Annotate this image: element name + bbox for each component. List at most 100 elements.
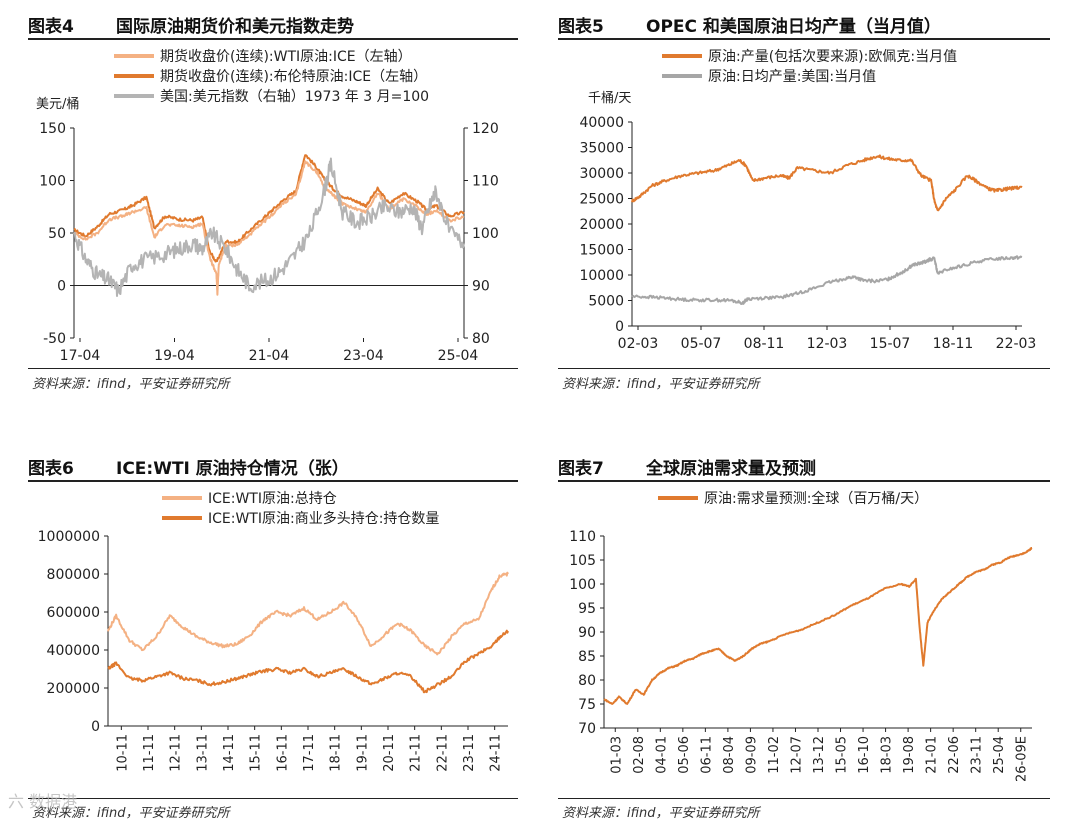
y-tick-label: 200000: [47, 681, 100, 697]
legend-label: 原油:需求量预测:全球（百万桶/天）: [704, 490, 928, 507]
y-tick-label: 400000: [47, 643, 100, 659]
x-tick-label: 15-11: [249, 734, 264, 772]
x-tick-label: 15-05: [835, 736, 850, 774]
y-right-tick-label: 110: [472, 174, 499, 190]
panel-fig5: 图表5 OPEC 和美国原油日均产量（当月值） 原油:产量(包括次要来源):欧佩…: [558, 12, 1050, 402]
y-right-tick-label: 80: [472, 331, 490, 347]
x-tick-label: 17-11: [302, 734, 317, 772]
x-tick-label: 10-11: [115, 734, 130, 772]
legend-label: ICE:WTI原油:商业多头持仓:持仓数量: [208, 510, 439, 527]
y-tick-label: 5000: [588, 294, 624, 310]
x-tick-label: 16-11: [275, 734, 290, 772]
series-line: [603, 547, 1033, 705]
watermark-logo: 六 数据港: [8, 792, 78, 811]
x-tick-label: 13-12: [812, 736, 827, 774]
title-rule: [28, 38, 518, 40]
y-right-tick-label: 90: [472, 279, 490, 295]
x-tick-label: 11-02: [767, 736, 782, 774]
y-tick-label: 15000: [579, 243, 624, 259]
figure-title: ICE:WTI 原油持仓情况（张）: [116, 459, 349, 479]
source-rule: [558, 368, 1050, 369]
x-tick-label: 11-11: [142, 734, 157, 772]
y-tick-label: 75: [578, 697, 596, 713]
figure-number: 图表6: [28, 459, 74, 479]
title-rule: [28, 480, 518, 482]
y-tick-label: 95: [578, 601, 596, 617]
x-tick-label: 23-04: [343, 348, 384, 364]
y-tick-label: 20000: [579, 217, 624, 233]
figure-title: 国际原油期货价和美元指数走势: [116, 17, 354, 37]
y-tick-label: -50: [43, 331, 66, 347]
source-note: 资料来源：ifind，平安证券研究所: [562, 377, 760, 392]
legend-label: ICE:WTI原油:总持仓: [208, 491, 337, 507]
chart-title: 图表6 ICE:WTI 原油持仓情况（张）: [28, 454, 518, 479]
legend-label: 原油:日均产量:美国:当月值: [708, 69, 876, 85]
series-line: [73, 154, 465, 263]
x-tick-label: 21-11: [409, 734, 424, 772]
x-tick-label: 22-06: [947, 736, 962, 774]
legend-label: 美国:美元指数（右轴）1973 年 3 月=100: [160, 89, 429, 105]
y-tick-label: 1000000: [38, 529, 100, 545]
x-tick-label: 18-11: [329, 734, 344, 772]
y-right-tick-label: 120: [472, 121, 499, 137]
y-tick-label: 0: [615, 319, 624, 335]
y-tick-label: 50: [48, 226, 66, 242]
y-tick-label: 25000: [579, 192, 624, 208]
y-tick-label: 40000: [579, 115, 624, 131]
y-tick-label: 0: [91, 719, 100, 735]
source-note: 资料来源：ifind，平安证券研究所: [562, 806, 760, 821]
x-tick-label: 25-04: [438, 348, 479, 364]
x-tick-label: 12-11: [169, 734, 184, 772]
x-tick-label: 24-11: [489, 734, 504, 772]
x-tick-label: 21-04: [249, 348, 290, 364]
y-tick-label: 105: [569, 553, 596, 569]
y-tick-label: 85: [578, 649, 596, 665]
chart-fig6: ICE:WTI原油:总持仓 ICE:WTI原油:商业多头持仓:持仓数量 100000…: [38, 491, 509, 772]
series-line: [107, 571, 509, 656]
source-rule: [558, 798, 1050, 799]
y-tick-label: 90: [578, 625, 596, 641]
source-note: 资料来源：ifind，平安证券研究所: [32, 377, 230, 392]
y-right-tick-label: 100: [472, 226, 499, 242]
x-tick-label: 18-11: [933, 336, 974, 352]
panel-fig4: 图表4 国际原油期货价和美元指数走势 期货收盘价(连续):WTI原油:ICE（左…: [28, 12, 518, 402]
axis-unit-label: 千桶/天: [588, 91, 631, 106]
x-tick-label: 25-04: [992, 736, 1007, 774]
series-line: [107, 629, 509, 694]
figure-number: 图表5: [558, 17, 604, 37]
y-tick-label: 70: [578, 721, 596, 737]
y-tick-label: 800000: [47, 567, 100, 583]
y-tick-label: 0: [57, 279, 66, 295]
x-tick-label: 18-03: [880, 736, 895, 774]
title-rule: [558, 38, 1050, 40]
x-tick-label: 19-11: [355, 734, 370, 772]
y-tick-label: 110: [569, 529, 596, 545]
x-tick-label: 05-07: [681, 336, 722, 352]
y-tick-label: 600000: [47, 605, 100, 621]
x-tick-label: 19-04: [154, 348, 195, 364]
source-note: 资料来源：ifind，平安证券研究所: [32, 806, 230, 821]
x-tick-label: 13-11: [195, 734, 210, 772]
x-tick-label: 26-09E: [1015, 736, 1030, 782]
x-tick-label: 20-11: [382, 734, 397, 772]
y-tick-label: 80: [578, 673, 596, 689]
chart-title: 图表7 全球原油需求量及预测: [558, 454, 1050, 479]
figure-number: 图表7: [558, 459, 604, 479]
source-rule: [28, 798, 518, 799]
chart-fig4: 期货收盘价(连续):WTI原油:ICE（左轴） 期货收盘价(连续):布伦特原油:I…: [36, 48, 499, 364]
legend-label: 原油:产量(包括次要来源):欧佩克:当月值: [708, 49, 957, 65]
panel-fig7: 图表7 全球原油需求量及预测 原油:需求量预测:全球（百万桶/天） 110 105 1…: [558, 454, 1050, 824]
panel-fig6: 图表6 ICE:WTI 原油持仓情况（张） ICE:WTI原油:总持仓 ICE:W…: [28, 454, 518, 824]
x-tick-label: 02-08: [632, 736, 647, 774]
figure-number: 图表4: [28, 17, 74, 37]
x-tick-label: 19-08: [902, 736, 917, 774]
x-tick-label: 04-01: [654, 736, 669, 774]
chart-title: 图表4 国际原油期货价和美元指数走势: [28, 12, 518, 37]
x-tick-label: 16-10: [857, 736, 872, 774]
x-tick-label: 21-01: [925, 736, 940, 774]
x-tick-label: 22-11: [435, 734, 450, 772]
x-tick-label: 12-03: [807, 336, 848, 352]
figure-title: 全球原油需求量及预测: [646, 459, 816, 479]
x-tick-label: 08-11: [744, 336, 785, 352]
